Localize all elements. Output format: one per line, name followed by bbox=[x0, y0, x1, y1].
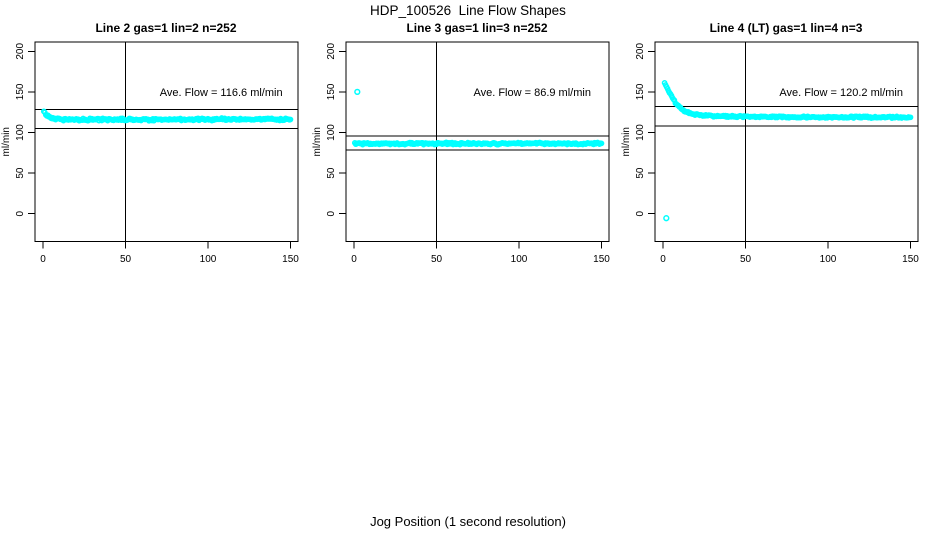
y-axis-title: ml/min bbox=[312, 127, 323, 156]
annotation-ave-flow: Ave. Flow = 120.2 ml/min bbox=[779, 87, 903, 99]
y-tick-label: 150 bbox=[15, 83, 26, 100]
flow-chart-1: 0 50 100 150 200 0 50 100 150 ml/min Ave. Flow = 1… bbox=[1, 41, 299, 265]
y-tick-label: 0 bbox=[15, 210, 26, 216]
y-axis-title: ml/min bbox=[1, 127, 12, 156]
flow-chart-3: 0 50 100 150 200 0 50 100 150 ml/min Ave. Flow = 1… bbox=[621, 41, 919, 265]
data-point bbox=[598, 140, 605, 147]
plot-box bbox=[34, 41, 299, 242]
y-tick-label: 150 bbox=[635, 83, 646, 100]
flow-chart-2: 0 50 100 150 200 0 50 100 150 ml/min Ave. Flow = 8… bbox=[312, 41, 610, 265]
data-points bbox=[661, 80, 914, 121]
annotation-ave-flow: Ave. Flow = 116.6 ml/min bbox=[160, 87, 283, 99]
y-tick-label: 50 bbox=[326, 167, 337, 179]
x-tick-label: 100 bbox=[820, 254, 837, 265]
x-tick-label: 50 bbox=[740, 254, 752, 265]
outlier-point bbox=[663, 215, 670, 222]
annotation-ave-flow: Ave. Flow = 86.9 ml/min bbox=[473, 87, 590, 99]
y-tick-label: 0 bbox=[326, 210, 337, 216]
y-tick-label: 100 bbox=[15, 124, 26, 141]
data-point bbox=[287, 116, 294, 123]
subplot-title-line3: Line 3 gas=1 lin=3 n=252 bbox=[406, 21, 548, 35]
x-tick-label: 150 bbox=[282, 254, 299, 265]
main-title: HDP_100526 Line Flow Shapes bbox=[370, 3, 566, 18]
subplot-title-line2: Line 2 gas=1 lin=2 n=252 bbox=[95, 21, 237, 35]
data-points bbox=[40, 108, 294, 124]
y-tick-label: 200 bbox=[15, 43, 26, 60]
y-tick-label: 200 bbox=[326, 43, 337, 60]
y-tick-label: 150 bbox=[326, 83, 337, 100]
y-axis-title: ml/min bbox=[621, 127, 632, 156]
y-tick-label: 50 bbox=[15, 167, 26, 179]
y-tick-label: 200 bbox=[635, 43, 646, 60]
plot-box bbox=[654, 41, 919, 242]
x-tick-label: 0 bbox=[660, 254, 666, 265]
x-tick-label: 100 bbox=[511, 254, 528, 265]
subplot-title-line4: Line 4 (LT) gas=1 lin=4 n=3 bbox=[709, 21, 863, 35]
y-tick-label: 50 bbox=[635, 167, 646, 179]
plot-box bbox=[345, 41, 610, 242]
x-axis-label: Jog Position (1 second resolution) bbox=[370, 514, 566, 529]
outlier-point bbox=[354, 88, 361, 96]
data-points bbox=[351, 139, 605, 148]
x-tick-label: 0 bbox=[40, 254, 46, 265]
data-point bbox=[907, 114, 914, 121]
x-tick-label: 50 bbox=[120, 254, 132, 265]
y-tick-label: 0 bbox=[635, 210, 646, 216]
x-tick-label: 100 bbox=[200, 254, 217, 265]
x-tick-label: 0 bbox=[351, 254, 357, 265]
x-tick-label: 50 bbox=[431, 254, 443, 265]
y-tick-label: 100 bbox=[326, 124, 337, 141]
y-tick-label: 100 bbox=[635, 124, 646, 141]
x-tick-label: 150 bbox=[593, 254, 610, 265]
x-tick-label: 150 bbox=[902, 254, 919, 265]
